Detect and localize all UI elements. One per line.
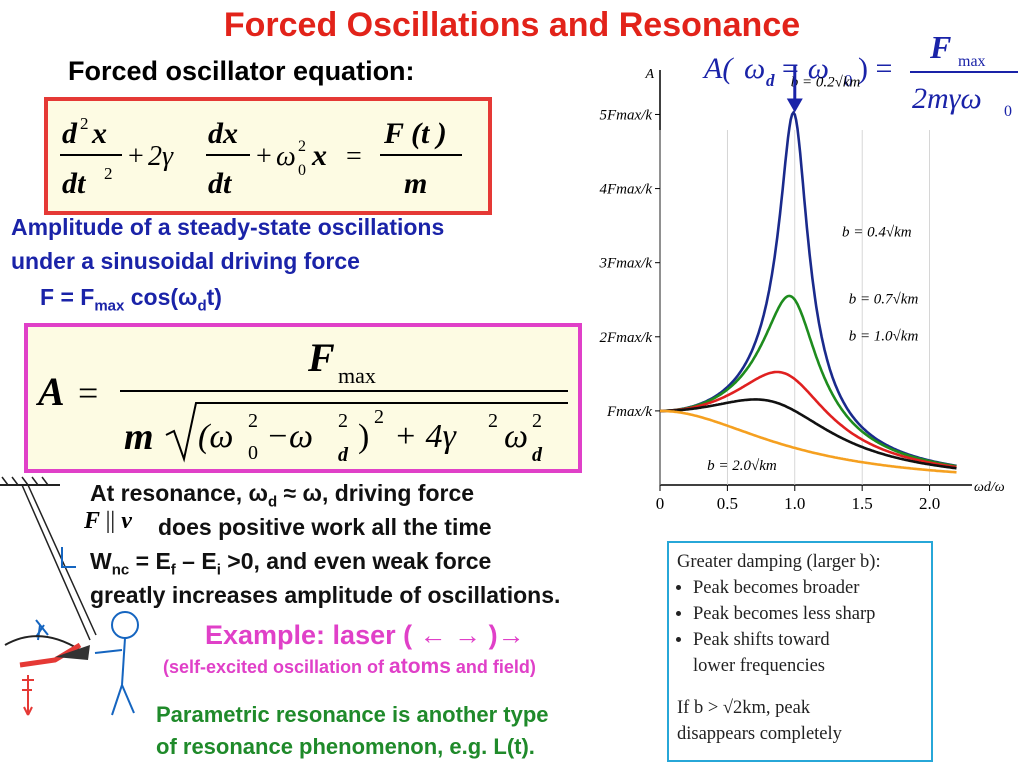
eq1-dx: dx [208,117,238,150]
y-tick-label: 4Fmax/k [600,182,653,198]
series-line [660,409,957,474]
eq2-sq5: 2 [532,410,542,432]
param-line1: Parametric resonance is another type [156,702,549,727]
eq2-zero: 0 [248,442,258,464]
tf-close: ) = [858,52,892,85]
resonance-line2: does positive work all the time [158,514,492,540]
y-tick-label: 3Fmax/k [599,256,653,272]
swing-illustration [0,476,139,716]
eq2-sq3: 2 [374,406,384,428]
infobox-item: Peak shifts toward [693,627,923,653]
series-line [660,370,957,469]
tf-den-sub: 0 [1004,103,1012,118]
eq2-plus: + 4γ [394,418,457,455]
resonance-amplitude-formula: A( ω d = ω 0 ) = F max 2mγω 0 [702,29,1018,118]
parametric-resonance-note: Parametric resonance is another type of … [156,699,549,763]
oscillator-equation-box: d 2 x dt 2 + 2γ dx dt + ω 0 2 x = F (t )… [44,97,492,215]
infobox-item: Peak becomes less sharp [693,601,923,627]
eq2-m: m [124,416,154,458]
eq1-dt2: dt [62,167,87,200]
eq1-omega-sub: 0 [298,162,306,179]
eq1-plus2: + [256,141,272,172]
damping-info-box: Greater damping (larger b): Peak becomes… [667,541,933,762]
series-label: b = 0.7√km [849,291,919,307]
infobox-item-continued: lower frequencies [693,656,826,676]
eq2-d2: d [532,444,543,466]
eq1-sup: 2 [80,114,89,133]
eq1-plus1: + [128,141,144,172]
eq2-omega: ω [504,418,528,455]
eq2-max: max [338,363,376,388]
amplitude-equation-box: A = F max m (ω 0 2 −ω 2 d ) 2 + 4γ 2 ω 2… [24,323,582,473]
infobox-heading: Greater damping (larger b): [677,552,881,572]
infobox-foot1: If b > √2km, peak [677,698,811,718]
x-tick-label: 1.0 [784,494,805,513]
y-tick-label: Fmax/k [606,404,652,420]
series-line [660,294,957,468]
x-tick-label: 2.0 [919,494,940,513]
eq2-A: A [35,369,65,414]
eq2-open: (ω [198,418,233,455]
eq2-minus: −ω [266,418,313,455]
infobox-list: Peak becomes broader Peak becomes less s… [677,575,923,653]
eq1-dt2-sup: 2 [104,164,113,183]
tf-max: max [958,53,986,70]
eq2-close: ) [358,418,369,455]
amplitude-equation: A = F max m (ω 0 2 −ω 2 d ) 2 + 4γ 2 ω 2… [35,335,568,466]
oscillator-equation: d 2 x dt 2 + 2γ dx dt + ω 0 2 x = F (t )… [60,114,462,200]
eq1-equals: = [346,141,362,172]
slide-title: Forced Oscillations and Resonance [223,6,801,44]
y-tick-label: 2Fmax/k [600,330,653,346]
y-axis-label: A [644,67,654,82]
tf-F: F [929,29,951,65]
subheading: Forced oscillator equation: [68,56,415,86]
series-line [660,110,957,468]
infobox-foot2: disappears completely [677,724,842,744]
y-tick-label: 5Fmax/k [600,107,653,123]
eq1-x2: x [311,139,327,172]
series-label: b = 0.2√km [791,74,861,90]
eq2-d1: d [338,444,349,466]
amp-line1: Amplitude of a steady-state oscillations [11,214,445,240]
tf-A: A( [702,52,734,85]
laser-example: Example: laser ( ← → )→ [205,620,525,650]
eq2-F: F [307,335,335,380]
series-label: b = 2.0√km [707,458,777,474]
series-line [660,398,957,470]
resonance-chart: Aωd/ω 0 0.5 1.0 1.5 2.0 Fmax/k 2Fmax/k 3Fmax/k 4F… [599,65,1005,513]
tf-d: d [766,71,775,90]
eq1-m: m [404,167,427,200]
force-expression: F = Fmax cos(ωdt) [40,284,222,315]
infobox-item: Peak becomes broader [693,575,923,601]
x-tick-label: 1.5 [852,494,873,513]
tf-zero: 0 [844,71,853,90]
tf-omega: ω [744,52,765,85]
resonance-line4: greatly increases amplitude of oscillati… [90,582,561,608]
amp-line2: under a sinusoidal driving force [11,248,360,274]
x-tick-label: 0 [656,494,665,513]
tf-eq: = ω [780,52,829,85]
eq2-sq4: 2 [488,410,498,432]
eq1-2gamma: 2γ [148,141,174,172]
eq2-equals: = [78,373,98,413]
eq2-sq1: 2 [248,410,258,432]
eq1-d: d [62,117,78,150]
x-tick-label: 0.5 [717,494,738,513]
eq1-x: x [91,117,107,150]
eq1-Ft: F (t ) [383,117,447,150]
eq1-omega: ω [276,141,296,172]
x-axis-label: ωd/ω [974,480,1005,495]
series-label: b = 1.0√km [849,328,919,344]
series-label: b = 0.4√km [842,225,912,241]
tf-den: 2mγω [912,82,982,115]
eq1-dt: dt [208,167,233,200]
resonance-line3: Wnc = Ef – Ei >0, and even weak force [90,548,492,579]
param-line2: of resonance phenomenon, e.g. L(t). [156,734,535,759]
eq1-omega-sup: 2 [298,138,306,155]
eq2-sq2: 2 [338,410,348,432]
force-parallel-velocity: F || v [84,508,132,534]
self-excited-note: (self-excited oscillation of atoms and f… [163,655,536,678]
peak-arrow-head [786,98,803,113]
resonance-line1: At resonance, ωd ≈ ω, driving force [90,480,475,511]
